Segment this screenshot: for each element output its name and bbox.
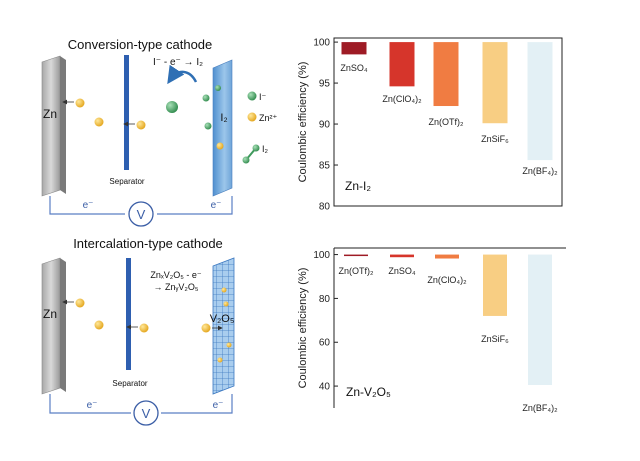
iodine-cathode [212, 59, 233, 197]
zn-anode [41, 257, 61, 395]
y-tick-label: 90 [319, 120, 331, 131]
voltmeter-label: V [142, 406, 151, 421]
electron-label-right: e⁻ [213, 400, 224, 411]
circuit-wire-left [49, 394, 131, 414]
zn-ion [226, 342, 232, 348]
category-label: ZnSiF₆ [481, 134, 509, 144]
voltmeter-label: V [137, 207, 146, 222]
cathode-label: I₂ [220, 112, 227, 124]
zn-ion [201, 323, 211, 333]
bar [482, 42, 508, 124]
iodide-ion [166, 101, 178, 113]
legend-iodide-label: I⁻ [259, 92, 267, 102]
y-tick-label: 100 [313, 38, 330, 49]
electron-label-left: e⁻ [83, 200, 94, 211]
zn-anode-side [60, 56, 66, 194]
zn-anode [41, 55, 61, 197]
y-tick-label: 80 [319, 202, 331, 213]
iodide-ion [215, 85, 221, 91]
bar [433, 42, 459, 107]
zn-ion [75, 298, 85, 308]
chart-annotation: Zn-V₂O₅ [346, 385, 391, 399]
voltmeter-icon [133, 400, 159, 426]
cathode-label: V₂O₅ [210, 313, 235, 325]
iodide-ion [204, 122, 212, 130]
category-label: Zn(BF₄)₂ [522, 166, 558, 176]
bar [390, 254, 414, 258]
bar [483, 254, 507, 316]
chart-annotation: Zn-I₂ [345, 179, 371, 193]
zn-ion [75, 98, 85, 108]
y-axis-label: Coulombic efficiency (%) [297, 62, 309, 183]
separator [126, 258, 131, 370]
zn-ion [223, 301, 229, 307]
separator-label: Separator [109, 177, 144, 186]
zn-ion [94, 320, 104, 330]
circuit-wire-left [49, 196, 125, 215]
zn-ion [139, 323, 149, 333]
category-label: ZnSO₄ [340, 63, 368, 73]
circuit-wire-right [157, 196, 233, 215]
y-tick-label: 100 [313, 250, 330, 261]
plot-frame [333, 37, 563, 207]
legend-i2-icon [252, 144, 260, 152]
legend-i2-label: I₂ [262, 144, 269, 154]
y-axis-label: Coulombic efficiency (%) [297, 268, 309, 389]
diagram-intercalation: Intercalation-type cathode V e⁻ e⁻ Zn Se… [41, 236, 235, 426]
legend-iodide-icon [247, 91, 257, 101]
category-label: Zn(ClO₄)₂ [427, 275, 467, 285]
bar [528, 254, 552, 385]
reaction-arrow-icon [167, 64, 198, 85]
category-label: Zn(OTf)₂ [339, 266, 374, 276]
zn-ion [216, 142, 224, 150]
y-tick-label: 60 [319, 338, 331, 349]
reaction-line-1: ZnₓV₂O₅ - e⁻ [150, 270, 202, 280]
voltmeter-icon [128, 201, 154, 227]
bar [344, 254, 368, 257]
diagram-bottom-title: Intercalation-type cathode [73, 236, 223, 251]
anode-label: Zn [43, 107, 57, 121]
category-label: Zn(ClO₄)₂ [382, 94, 422, 104]
y-tick-label: 40 [319, 382, 331, 393]
zn-ion [94, 117, 104, 127]
iodide-ion [202, 94, 210, 102]
category-label: Zn(OTf)₂ [429, 117, 464, 127]
reaction-line-2: → ZnᵧV₂O₅ [153, 282, 198, 292]
chart-zn-i2: 80 85 90 95 100 Coulombic efficiency (%) ZnSO₄… [297, 37, 563, 213]
chart-zn-v2o5: 40 60 80 100 Coulombic efficiency (%) Zn(OTf)… [297, 247, 566, 413]
legend-i2-icon [242, 156, 250, 164]
y-tick-label: 95 [319, 79, 331, 90]
separator [124, 55, 129, 170]
reaction-label: I⁻ - e⁻ → I₂ [153, 57, 203, 68]
v2o5-lattice [213, 258, 234, 394]
y-tick-label: 80 [319, 294, 331, 305]
diagram-top-title: Conversion-type cathode [68, 37, 213, 52]
electron-label-right: e⁻ [211, 200, 222, 211]
category-label: Zn(BF₄)₂ [522, 403, 558, 413]
bar [527, 42, 553, 161]
bar [389, 42, 415, 87]
zn-ion [136, 120, 146, 130]
zn-anode-side [60, 258, 66, 392]
y-tick-label: 85 [319, 161, 331, 172]
separator-label: Separator [112, 379, 147, 388]
bar [341, 42, 367, 55]
zn-ion [217, 357, 223, 363]
electron-label-left: e⁻ [87, 400, 98, 411]
bar [435, 254, 459, 259]
category-label: ZnSiF₆ [481, 334, 509, 344]
category-label: ZnSO₄ [388, 266, 416, 276]
circuit-wire-right [161, 394, 233, 414]
diagram-conversion: Conversion-type cathode V e⁻ e⁻ Zn Separ… [41, 37, 278, 227]
legend-zn-icon [247, 112, 257, 122]
zn-ion [221, 287, 227, 293]
legend-zn-label: Zn²⁺ [259, 113, 278, 123]
anode-label: Zn [43, 307, 57, 321]
